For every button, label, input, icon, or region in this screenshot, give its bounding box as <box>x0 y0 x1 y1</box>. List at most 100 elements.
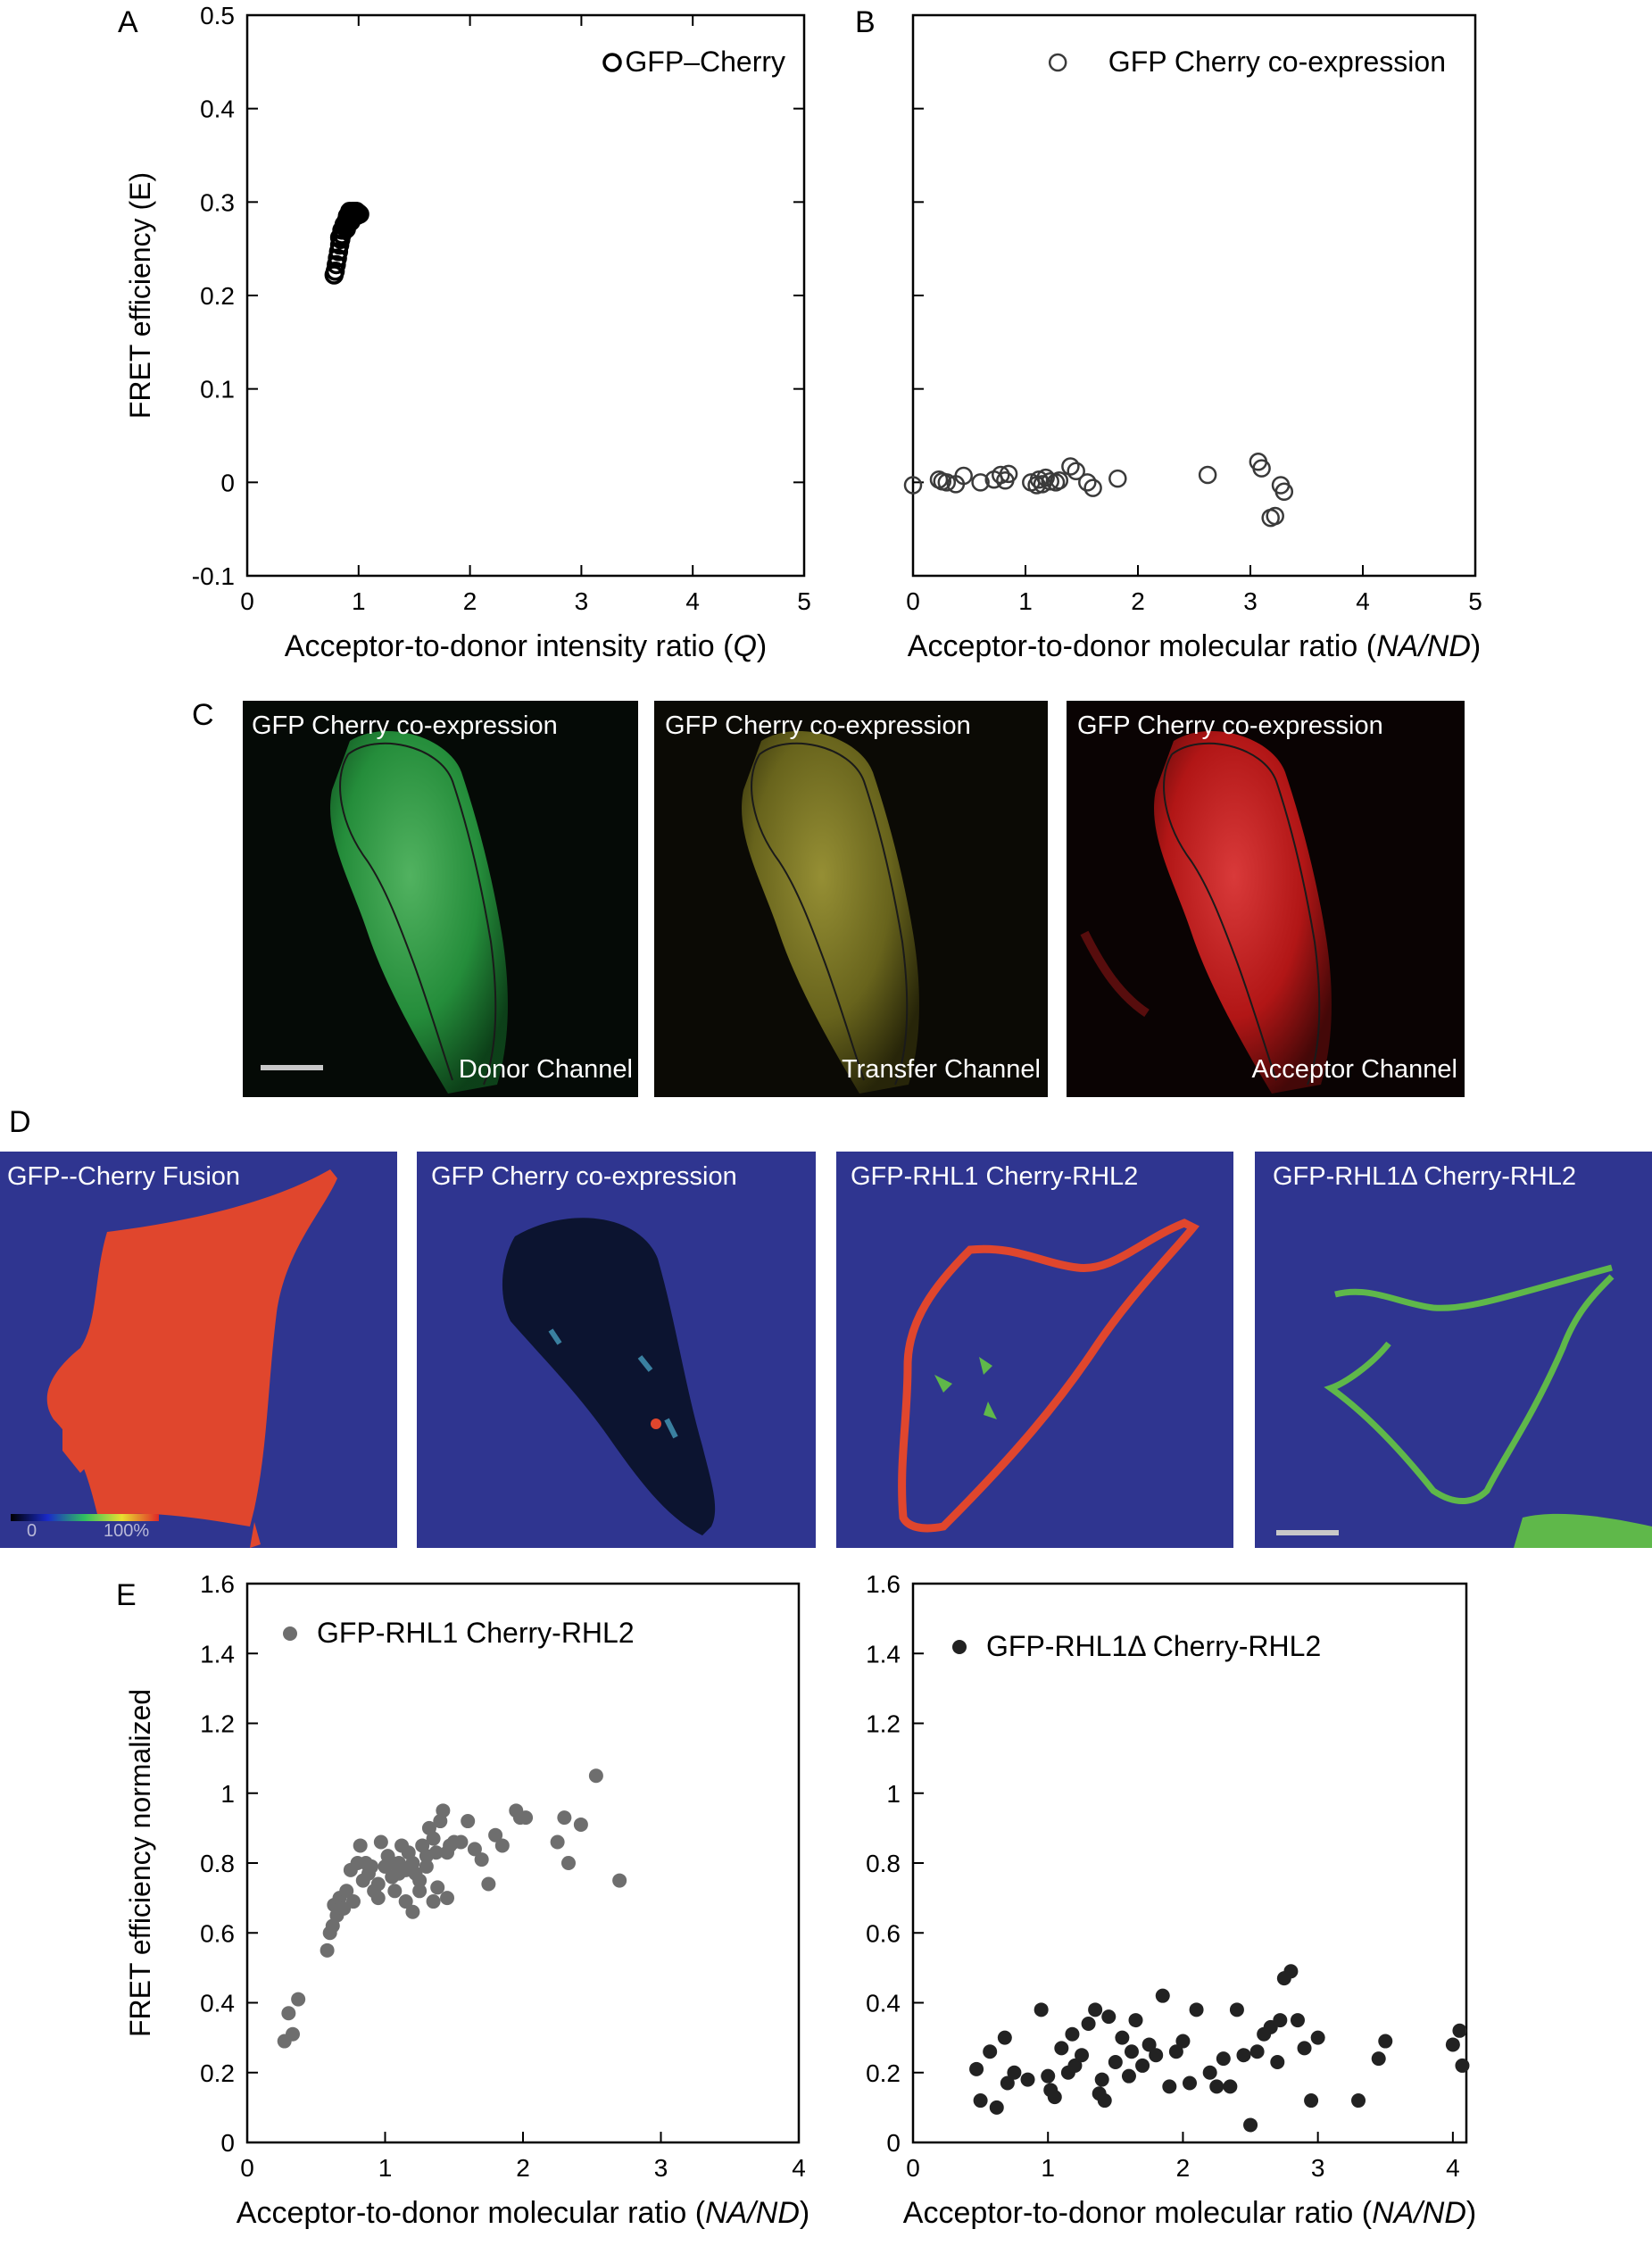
data-point <box>1304 2093 1319 2109</box>
data-point <box>370 1891 386 1906</box>
y-axis-label: FRET efficiency normalized <box>124 1689 156 2037</box>
data-point <box>474 1852 489 1868</box>
data-point <box>1097 2093 1112 2109</box>
data-point <box>1183 2075 1197 2091</box>
data-point <box>1128 2013 1143 2028</box>
fusion-protrusion <box>62 1419 89 1473</box>
x-tick-label: 0 <box>906 587 920 615</box>
data-point <box>1236 2048 1251 2063</box>
data-point <box>436 1803 451 1818</box>
data-point <box>347 205 368 225</box>
data-point <box>398 1894 413 1909</box>
data-point <box>1067 2058 1083 2073</box>
data-point <box>1121 2068 1136 2084</box>
x-tick-label: 2 <box>1176 2154 1191 2182</box>
data-point <box>339 1884 354 1899</box>
data-point <box>281 2006 296 2021</box>
acceptor-neighbor-process <box>1080 930 1150 1018</box>
data-point <box>1198 465 1217 485</box>
transfer-channel-image: GFP Cherry co-expression Transfer Channe… <box>654 701 1048 1097</box>
data-point <box>391 1866 406 1881</box>
data-point <box>426 1831 441 1846</box>
x-tick-label: 1 <box>378 2154 393 2182</box>
data-point <box>1378 2034 1393 2049</box>
data-point <box>1162 2079 1177 2094</box>
data-point <box>1054 2041 1069 2056</box>
data-point <box>1455 2058 1470 2073</box>
data-point <box>1202 2065 1217 2080</box>
plot-frame <box>245 13 806 578</box>
legend-marker <box>602 53 622 72</box>
rhl1-delta-membrane <box>1324 1264 1615 1505</box>
scale-bar <box>1276 1530 1339 1535</box>
data-point <box>1094 2072 1109 2087</box>
data-point <box>1061 457 1080 476</box>
x-tick-label: 4 <box>792 2154 806 2182</box>
coexpression-map-title: GFP Cherry co-expression <box>431 1162 737 1191</box>
data-point <box>1189 2002 1204 2017</box>
data-point <box>999 464 1018 484</box>
data-point <box>954 466 973 486</box>
data-point <box>1155 1988 1170 2003</box>
plot-frame <box>245 1582 801 2144</box>
data-point <box>1081 2016 1096 2031</box>
data-point <box>1209 2079 1224 2094</box>
x-axis-label: Acceptor-to-donor molecular ratio (NA/ND… <box>237 2196 809 2230</box>
data-point <box>973 2093 988 2109</box>
data-point <box>345 1894 361 1909</box>
data-point <box>1297 2041 1312 2056</box>
panel-letter-c: C <box>192 698 214 732</box>
data-point <box>557 1810 572 1826</box>
chart-b: 0 1 2 3 4 5 Acceptor-to-donor molecular ratio … <box>903 13 1482 663</box>
donor-image-title: GFP Cherry co-expression <box>252 711 558 740</box>
y-tick-label: 0.2 <box>866 2059 901 2087</box>
data-point <box>1249 2044 1265 2059</box>
data-point <box>1034 2002 1049 2017</box>
data-point <box>1007 2065 1022 2080</box>
data-point <box>1124 2044 1139 2059</box>
rhl1-map-title: GFP-RHL1 Cherry-RHL2 <box>851 1162 1139 1191</box>
acceptor-channel-image: GFP Cherry co-expression Acceptor Channe… <box>1067 701 1465 1097</box>
x-tick-label: 1 <box>352 587 366 615</box>
data-point <box>519 1810 534 1826</box>
fusion-cell <box>46 1169 337 1526</box>
data-point <box>1108 469 1127 488</box>
y-tick-label: 0 <box>220 469 235 496</box>
y-tick-label: 1.2 <box>200 1710 235 1738</box>
chart-e-right: 0 1 2 3 4 0 0.2 0.4 0.6 0.8 1 1.2 1.4 1.6 Acceptor-to-… <box>866 1570 1476 2230</box>
fret-map-rhl1-delta: GFP-RHL1Δ Cherry-RHL2 <box>1255 1152 1652 1548</box>
data-point <box>1078 473 1097 492</box>
y-tick-label: 0 <box>220 2129 235 2157</box>
x-tick-label: 5 <box>797 587 811 615</box>
data-point <box>1175 2034 1191 2049</box>
data-point <box>461 1814 476 1829</box>
data-point <box>1000 2075 1015 2091</box>
rhl1-interior-green <box>934 1357 997 1419</box>
data-point <box>419 1859 434 1874</box>
y-tick-label: 1.4 <box>200 1640 235 1668</box>
chart-a: 0 1 2 3 4 5-0.100.10.20.30.40.5Acceptor-to-do… <box>124 2 811 663</box>
data-point <box>1149 2048 1164 2063</box>
y-tick-label: 0.2 <box>200 2059 235 2087</box>
panel-letter-e: E <box>116 1578 137 1612</box>
fret-map-fusion: GFP--Cherry Fusion 0 100% <box>0 1152 397 1548</box>
x-axis-label: Acceptor-to-donor intensity ratio (Q) <box>285 629 767 663</box>
legend-label: GFP–Cherry <box>625 46 785 78</box>
data-point <box>612 1873 627 1888</box>
data-point <box>1266 506 1284 526</box>
data-point <box>412 1884 428 1899</box>
y-tick-label: 0 <box>886 2129 901 2157</box>
data-point <box>353 1838 368 1853</box>
x-tick-label: 3 <box>1311 2154 1325 2182</box>
data-point <box>969 2061 984 2076</box>
data-point <box>453 1834 469 1850</box>
data-point <box>971 473 990 492</box>
y-tick-label: 0.8 <box>866 1850 901 1877</box>
data-point <box>1065 2026 1080 2042</box>
data-point <box>1168 2044 1183 2059</box>
data-point <box>1135 2058 1150 2073</box>
data-point <box>1115 2030 1130 2045</box>
scale-bar <box>261 1065 323 1070</box>
x-tick-label: 4 <box>1356 587 1370 615</box>
